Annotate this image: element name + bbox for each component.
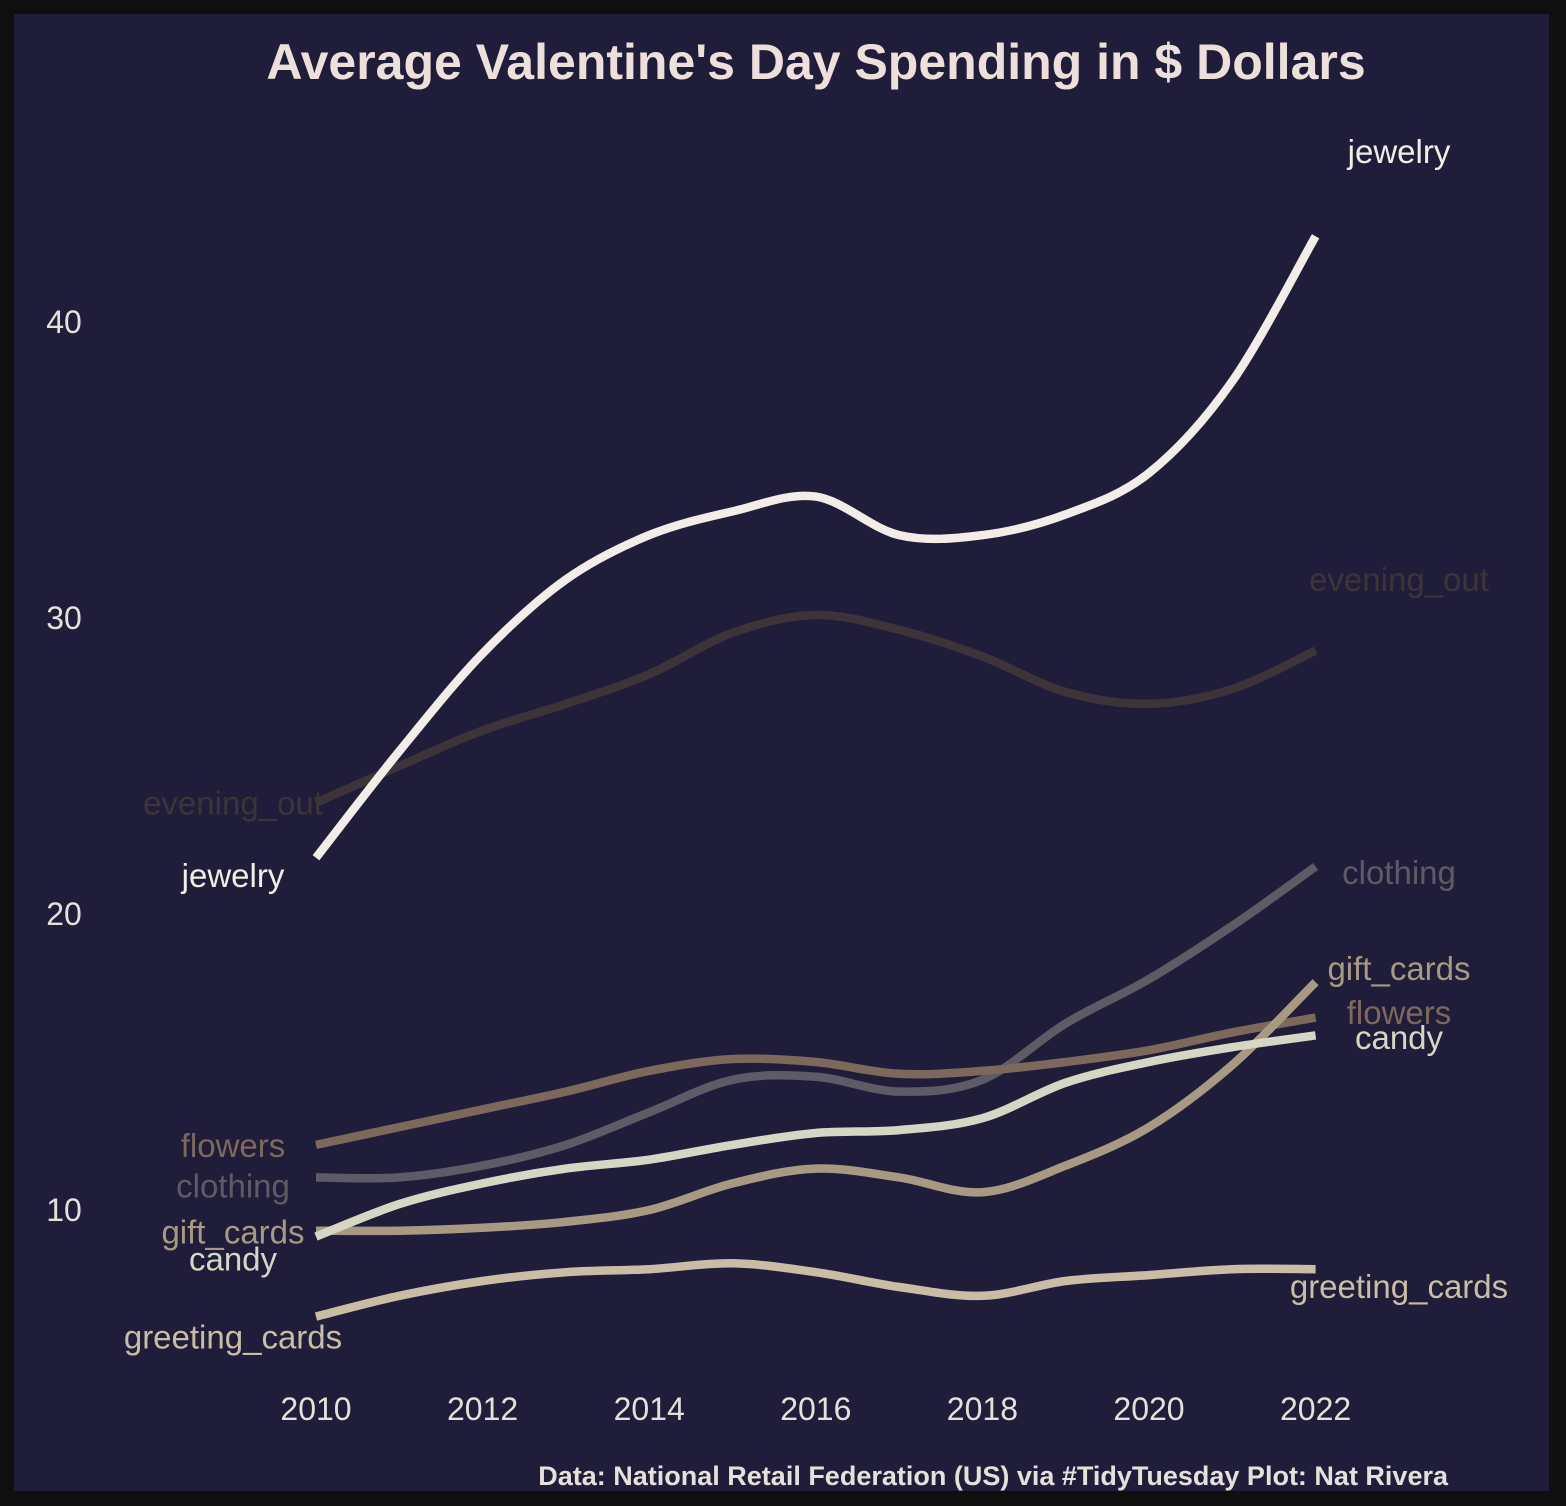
series-label-start-gift-cards: gift_cards bbox=[161, 1214, 304, 1251]
x-tick-label: 2014 bbox=[614, 1391, 685, 1427]
series-line-jewelry bbox=[312, 234, 1320, 861]
series-label-end-evening-out: evening_out bbox=[1309, 561, 1489, 598]
series-line-flowers bbox=[315, 1013, 1317, 1150]
series-lines bbox=[312, 234, 1320, 1321]
series-label-end-gift-cards: gift_cards bbox=[1327, 950, 1470, 987]
x-axis: 2010 2012 2014 2016 2018 2020 2022 bbox=[280, 1391, 1351, 1427]
series-line-greeting-cards bbox=[314, 1259, 1316, 1321]
line-chart: Average Valentine's Day Spending in $ Do… bbox=[46, 34, 1508, 1491]
x-tick-label: 2016 bbox=[780, 1391, 851, 1427]
x-tick-label: 2022 bbox=[1280, 1391, 1351, 1427]
series-line-candy bbox=[314, 1031, 1317, 1241]
x-tick-label: 2020 bbox=[1113, 1391, 1184, 1427]
series-label-start-jewelry: jewelry bbox=[181, 857, 285, 894]
series-label-end-candy: candy bbox=[1355, 1019, 1444, 1056]
x-tick-label: 2018 bbox=[947, 1391, 1018, 1427]
chart-panel: Average Valentine's Day Spending in $ Do… bbox=[14, 14, 1549, 1491]
series-label-end-clothing: clothing bbox=[1342, 854, 1456, 891]
chart-title: Average Valentine's Day Spending in $ Do… bbox=[266, 34, 1365, 90]
y-tick-label: 10 bbox=[46, 1192, 82, 1228]
chart-caption: Data: National Retail Federation (US) vi… bbox=[538, 1461, 1449, 1491]
series-label-start-greeting-cards: greeting_cards bbox=[124, 1319, 342, 1356]
series-label-start-flowers: flowers bbox=[181, 1127, 286, 1164]
series-label-end-flowers: flowers bbox=[1347, 994, 1452, 1031]
series-label-start-evening-out: evening_out bbox=[143, 785, 323, 822]
series-label-end-greeting-cards: greeting_cards bbox=[1290, 1268, 1508, 1305]
y-tick-label: 30 bbox=[46, 600, 82, 636]
series-labels: evening_outevening_outjewelryjewelryclot… bbox=[124, 133, 1508, 1356]
x-tick-label: 2010 bbox=[280, 1391, 351, 1427]
y-tick-label: 20 bbox=[46, 896, 82, 932]
x-tick-label: 2012 bbox=[447, 1391, 518, 1427]
series-label-start-candy: candy bbox=[189, 1241, 278, 1278]
series-line-clothing bbox=[315, 863, 1319, 1183]
y-tick-label: 40 bbox=[46, 304, 82, 340]
series-line-gift-cards bbox=[315, 979, 1319, 1236]
series-line-evening-out bbox=[314, 610, 1318, 807]
series-label-start-clothing: clothing bbox=[176, 1167, 290, 1204]
series-label-end-jewelry: jewelry bbox=[1347, 133, 1451, 170]
y-axis: 10 20 30 40 bbox=[46, 304, 82, 1228]
